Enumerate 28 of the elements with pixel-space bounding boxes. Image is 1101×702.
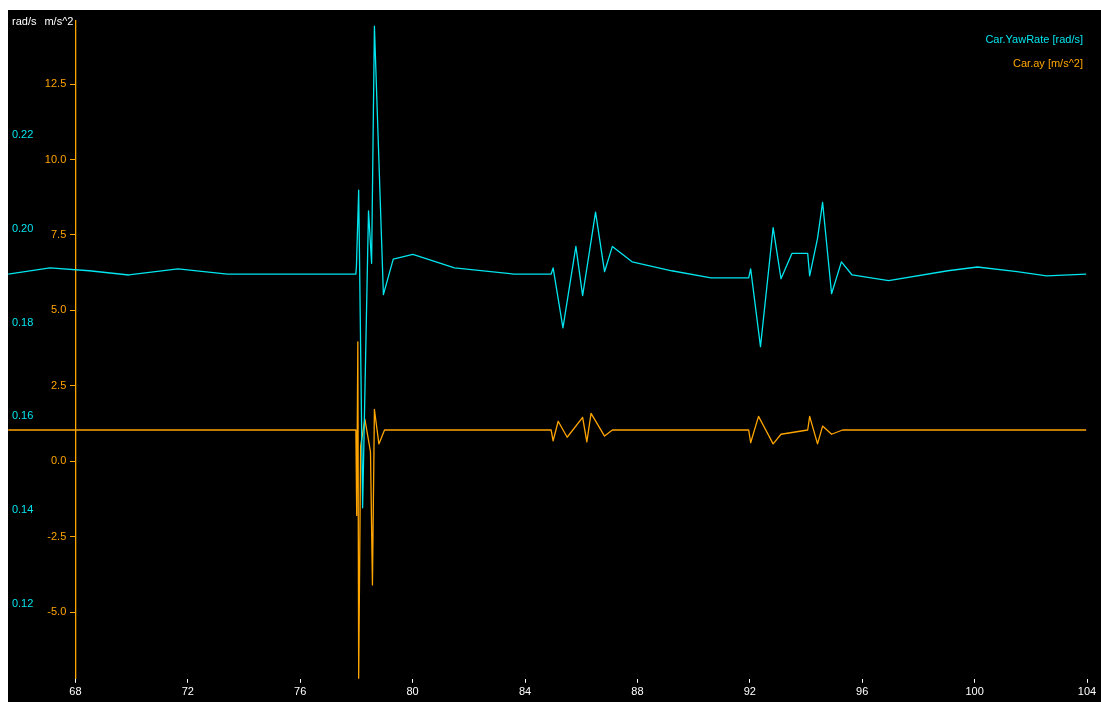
x-tick-label: 84 <box>518 685 532 698</box>
y-tick-label: 0.14 <box>11 503 43 516</box>
y-tick-label: 0.20 <box>11 222 43 235</box>
x-tick-label: 80 <box>406 685 419 698</box>
y-tick-label: 0.16 <box>11 409 43 422</box>
y-tick-label: 0.12 <box>11 596 43 609</box>
x-tick-label: 68 <box>69 685 82 698</box>
x-tick-label: 104 <box>1077 685 1097 698</box>
y2-tick-label: 5.0 <box>50 303 76 316</box>
y-axis-title: rad/s <box>12 14 38 27</box>
y2-tick-label: 2.5 <box>50 378 76 391</box>
text: Car.YawRate [rad/s] <box>985 33 1083 46</box>
y-tick-label: 0.18 <box>11 315 43 328</box>
x-tick-label: 76 <box>294 685 307 698</box>
y2-tick-label: -2.5 <box>47 529 76 542</box>
y2-tick-label: 10.0 <box>44 152 76 165</box>
text: Car.ay [m/s^2] <box>1013 57 1083 70</box>
y-tick-label: 0.22 <box>11 128 43 141</box>
y2-tick-label: 0.0 <box>50 454 76 467</box>
x-tick-label: 96 <box>856 685 869 698</box>
y2-tick-label: -5.0 <box>47 605 76 618</box>
x-tick-label: 92 <box>743 685 756 698</box>
x-tick-label: 88 <box>631 685 644 698</box>
y2-axis-title: m/s^2 <box>44 14 74 27</box>
y2-tick-label: 12.5 <box>44 77 76 90</box>
x-tick-label: 72 <box>181 685 194 698</box>
x-tick-label: 100 <box>965 685 984 698</box>
y2-tick-label: 7.5 <box>50 228 76 240</box>
